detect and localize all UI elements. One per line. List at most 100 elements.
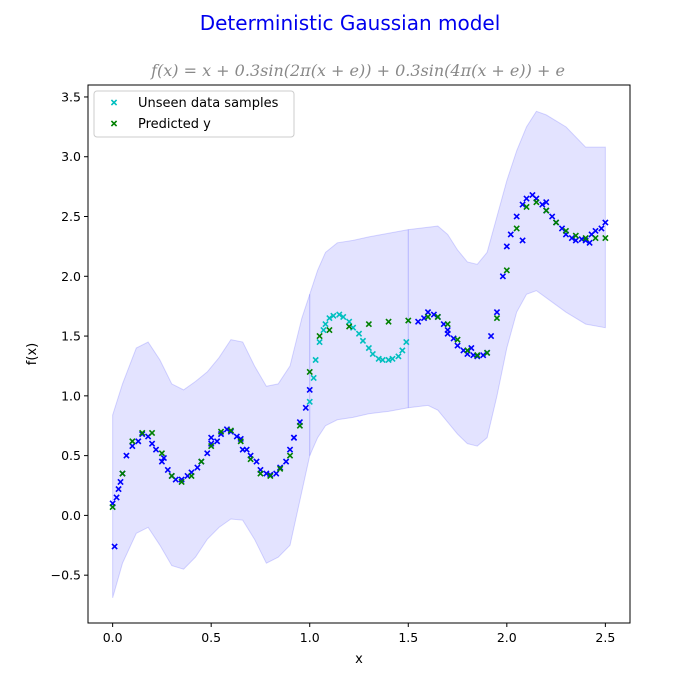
legend-box [93, 90, 295, 138]
training-point [117, 478, 124, 486]
legend-marker-predicted [110, 120, 118, 127]
training-point [572, 237, 579, 244]
predicted-point [168, 472, 175, 480]
predicted-point [178, 478, 185, 486]
training-point [267, 471, 274, 478]
unseen-point [336, 311, 343, 318]
x-tick-label: 1.5 [398, 630, 418, 645]
predicted-point [385, 318, 392, 325]
training-point [123, 452, 130, 459]
predicted-point [483, 349, 491, 356]
unseen-point [365, 344, 373, 352]
unseen-point [330, 312, 337, 319]
training-point [148, 440, 156, 447]
training-point [233, 433, 240, 440]
training-point [213, 438, 221, 445]
predicted-point [464, 347, 471, 354]
legend-label-unseen: Unseen data samples [138, 96, 279, 111]
training-point [194, 464, 201, 471]
unseen-point [340, 313, 347, 321]
unseen-point [403, 338, 410, 346]
training-point [290, 434, 298, 441]
unseen-point [306, 398, 313, 405]
predicted-point [139, 429, 146, 437]
unseen-point [355, 330, 363, 337]
training-point [135, 438, 142, 445]
training-point [507, 231, 514, 238]
predicted-point [188, 472, 195, 480]
x-tick-label: 0.5 [201, 630, 221, 645]
training-point [444, 330, 451, 337]
training-point [493, 308, 501, 316]
training-point [474, 353, 481, 360]
legend-predicted-glyph [110, 120, 118, 127]
training-point [115, 485, 122, 493]
predicted-point [543, 207, 550, 214]
training-point [227, 428, 235, 435]
x-tick-label: 2.5 [595, 630, 615, 645]
predicted-point [513, 225, 520, 232]
training-point [414, 318, 422, 325]
training-point [253, 458, 260, 465]
y-tick-label: 2.0 [61, 269, 81, 284]
predicted-point [424, 313, 432, 321]
unseen-points-layer [306, 311, 410, 405]
training-point [602, 219, 609, 226]
predicted-point [523, 203, 530, 211]
predicted-points-layer [109, 198, 609, 511]
x-tick-label: 1.0 [300, 630, 320, 645]
training-point [113, 494, 120, 501]
confidence-band [112, 110, 606, 599]
legend-unseen-glyph [110, 99, 118, 106]
predicted-point [306, 368, 313, 376]
predicted-point [129, 438, 136, 445]
unseen-point [322, 320, 329, 328]
predicted-point [434, 313, 442, 321]
y-tick-label: −0.5 [51, 568, 81, 583]
predicted-point [109, 503, 116, 511]
predicted-point [572, 232, 579, 239]
training-point [487, 332, 495, 340]
training-point [164, 466, 171, 474]
unseen-point [316, 338, 323, 346]
training-point [424, 308, 432, 316]
predicted-point [474, 352, 481, 359]
training-point [519, 201, 526, 208]
training-point [158, 458, 166, 465]
chart-subtitle: f(x) = x + 0.3sin(2π(x + e)) + 0.3sin(4π… [150, 61, 565, 80]
y-tick-label: 3.5 [61, 89, 81, 104]
predicted-point [217, 428, 225, 435]
y-tick-label: 0.0 [61, 508, 81, 523]
y-tick-label: 1.5 [61, 329, 81, 344]
training-point [430, 311, 438, 318]
predicted-point [326, 326, 333, 334]
training-point [513, 213, 520, 220]
training-point [208, 434, 215, 441]
training-point [468, 344, 475, 352]
predicted-point [345, 323, 353, 330]
training-point [519, 237, 526, 244]
unseen-point [379, 356, 386, 364]
predicted-point [148, 429, 156, 437]
y-tick-label: 3.0 [61, 149, 81, 164]
plot-frame [87, 84, 631, 624]
training-point [523, 195, 530, 202]
predicted-point [493, 314, 501, 322]
predicted-point [286, 452, 294, 459]
training-point [306, 386, 313, 394]
training-point [548, 213, 556, 220]
training-point [139, 430, 146, 438]
unseen-point [320, 326, 327, 334]
training-point [586, 239, 593, 246]
predicted-point [276, 465, 284, 472]
predicted-point [208, 442, 215, 450]
training-point [558, 225, 566, 232]
predicted-point [582, 234, 589, 242]
training-point [282, 458, 290, 465]
plot-area [88, 85, 630, 623]
unseen-point [326, 314, 333, 322]
unseen-point [312, 356, 319, 364]
unseen-point [395, 353, 402, 360]
unseen-point [359, 337, 367, 345]
